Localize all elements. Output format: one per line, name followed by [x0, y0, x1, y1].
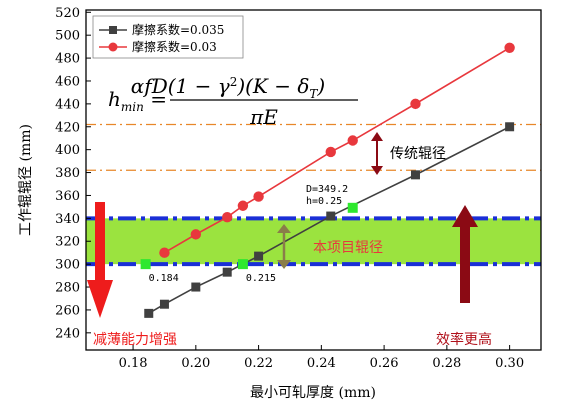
highlight-point-label: 0.215 — [246, 273, 276, 284]
data-point-square — [410, 170, 420, 180]
traditional-roll-annotation: 传统辊径 — [371, 132, 446, 175]
x-tick-label: 0.28 — [432, 356, 461, 371]
formula: hmin = αfD(1 − γ2)(K − δT) πE — [108, 74, 358, 129]
y-tick-label: 420 — [55, 120, 80, 135]
formula-numerator: αfD(1 − γ2)(K − δT) — [131, 74, 325, 101]
data-point-square — [144, 308, 154, 318]
y-axis-title: 工作辊辊径 (mm) — [18, 124, 34, 236]
legend-label-003: 摩擦系数=0.03 — [132, 39, 217, 54]
efficiency-annotation: 效率更高 — [436, 205, 492, 348]
y-tick-label: 300 — [55, 258, 80, 273]
traditional-label: 传统辊径 — [390, 146, 446, 162]
y-tick-label: 460 — [55, 74, 80, 89]
y-tick-label: 380 — [55, 166, 80, 181]
formula-denominator: πE — [249, 105, 278, 129]
data-point-circle — [504, 42, 515, 53]
y-tick-label: 260 — [55, 303, 80, 318]
data-point-circle — [325, 146, 336, 158]
point-d-label: D=349.2 — [306, 184, 348, 195]
legend-item-0035: 摩擦系数=0.035 — [99, 22, 224, 37]
data-point-circle — [237, 200, 249, 211]
legend-label-0035: 摩擦系数=0.035 — [132, 22, 224, 37]
x-tick-label: 0.18 — [119, 356, 148, 371]
traditional-arrow-down-head — [371, 166, 383, 175]
data-point-circle — [410, 98, 421, 110]
x-axis-title: 最小可轧厚度 (mm) — [250, 385, 376, 401]
project-label: 本项目辊径 — [313, 240, 383, 256]
project-arrow-up-head — [277, 224, 291, 233]
y-tick-label: 360 — [55, 189, 80, 204]
y-tick-label: 280 — [55, 281, 80, 296]
efficiency-label: 效率更高 — [436, 331, 492, 348]
project-roll-annotation: 本项目辊径 — [277, 224, 383, 269]
project-arrow-down-head — [277, 260, 291, 269]
data-point-square — [222, 267, 232, 277]
x-tick-label: 0.20 — [181, 356, 210, 371]
series-layer — [144, 42, 515, 318]
point-h-label: h=0.25 — [306, 196, 342, 207]
legend-box — [92, 15, 244, 59]
highlight-points: 0.184 0.215 — [140, 202, 358, 284]
data-point-square — [159, 299, 169, 309]
highlight-point — [140, 259, 151, 270]
legend-item-003: 摩擦系数=0.03 — [99, 39, 217, 54]
data-point-square — [505, 122, 515, 132]
legend-marker-square — [109, 26, 117, 34]
highlight-point — [347, 202, 358, 213]
y-tick-label: 440 — [55, 97, 80, 112]
x-tick-label: 0.22 — [244, 356, 273, 371]
efficiency-arrow-head — [452, 205, 478, 227]
thinning-annotation: 减薄能力增强 — [87, 202, 177, 348]
y-tick-label: 480 — [55, 52, 80, 67]
data-point-circle — [253, 191, 264, 202]
thinning-arrow-shaft — [95, 202, 105, 282]
data-point-square — [326, 211, 336, 221]
x-tick-label: 0.30 — [495, 356, 524, 371]
reference-lines — [86, 123, 541, 267]
data-point-circle — [222, 212, 233, 223]
x-tick-label: 0.24 — [307, 356, 336, 371]
y-tick-label: 340 — [55, 212, 80, 227]
data-point-circle — [159, 247, 170, 258]
data-point-square — [254, 251, 264, 261]
data-point-square — [191, 282, 201, 292]
legend-marker-circle — [108, 42, 118, 52]
y-tick-label: 520 — [55, 6, 80, 21]
y-tick-label: 240 — [55, 326, 80, 341]
highlight-point — [237, 259, 248, 270]
efficiency-arrow-shaft — [460, 225, 470, 303]
data-point-circle — [190, 229, 202, 240]
plot-frame — [85, 9, 542, 351]
y-tick-label: 500 — [55, 29, 80, 44]
thinning-label: 减薄能力增强 — [93, 332, 177, 348]
y-tick-label: 400 — [55, 143, 80, 158]
x-tick-label: 0.26 — [370, 356, 399, 371]
highlight-point-label: 0.184 — [149, 273, 179, 284]
y-tick-label: 320 — [55, 235, 80, 250]
data-point-circle — [347, 135, 358, 146]
traditional-arrow-up-head — [371, 132, 383, 141]
axis-ticks: 0.18 0.20 0.22 0.24 0.26 0.28 0.30 240 260 280 300… — [55, 6, 524, 371]
legend: 摩擦系数=0.035 摩擦系数=0.03 — [92, 15, 244, 59]
thinning-arrow-head — [87, 280, 113, 318]
